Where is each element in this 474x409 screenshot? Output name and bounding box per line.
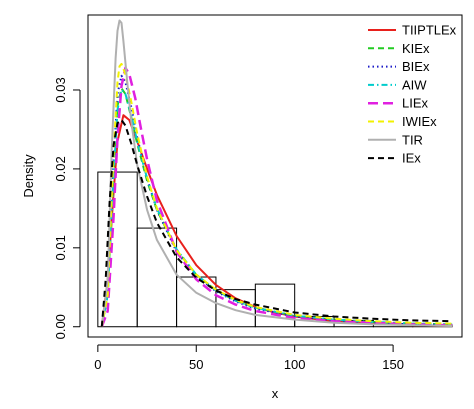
curve-aiw (100, 89, 453, 327)
histogram-bar-3 (176, 276, 217, 328)
y-axis: 0.00 0.01 0.02 0.03 (53, 77, 81, 339)
legend-label-liex: LIEx (402, 96, 429, 111)
curve-tiiptlex (100, 114, 453, 327)
histogram-bar-5 (254, 283, 296, 328)
density-curves (100, 19, 453, 328)
curve-kiex (100, 87, 453, 327)
y-tick-label: 0.01 (53, 235, 68, 260)
x-tick-label: 100 (284, 357, 306, 372)
x-tick-label: 150 (382, 357, 404, 372)
y-axis-label: Density (21, 154, 36, 198)
x-tick-label: 0 (94, 357, 101, 372)
legend-label-biex: BIEx (402, 59, 430, 74)
y-tick-label: 0.02 (53, 156, 68, 181)
y-tick-label: 0.00 (53, 314, 68, 339)
legend-label-kiex: KIEx (402, 41, 430, 56)
plot-frame (87, 14, 463, 338)
curve-tir (100, 19, 453, 327)
legend-label-iex: IEx (402, 151, 421, 166)
histogram-bar-2 (136, 227, 178, 328)
legend-label-iwiex: IWIEx (402, 114, 437, 129)
y-tick-label: 0.03 (53, 77, 68, 102)
legend: TIIPTLEx KIEx BIEx AIW LIEx IWIEx TIR IEx (368, 23, 457, 166)
curve-liex (100, 66, 453, 328)
legend-label-aiw: AIW (402, 77, 427, 92)
curve-iex (100, 119, 453, 327)
legend-label-tiiptlex: TIIPTLEx (402, 23, 457, 38)
x-tick-label: 50 (189, 357, 203, 372)
curve-iwiex (100, 62, 453, 327)
curve-biex (100, 74, 453, 327)
x-axis: 0 50 100 150 (94, 344, 404, 372)
x-axis-label: x (272, 386, 279, 401)
legend-label-tir: TIR (402, 132, 423, 147)
